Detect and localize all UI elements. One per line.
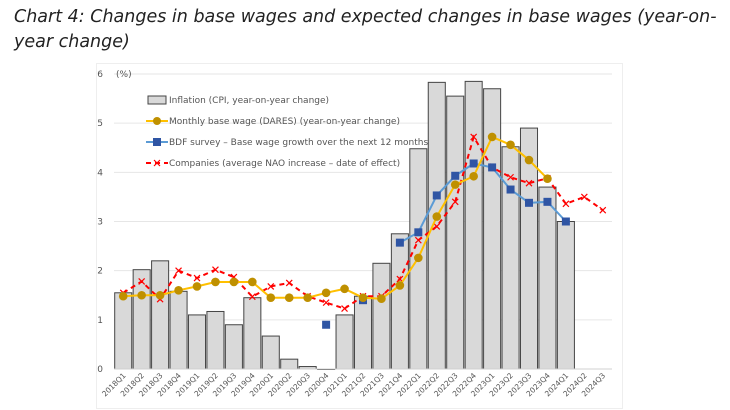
marker-dares <box>174 286 183 295</box>
marker-bdf <box>543 197 552 206</box>
marker-dares <box>469 171 478 181</box>
bar-inflation <box>483 88 502 370</box>
legend-label: Companies (average NAO increase – date o… <box>169 159 400 169</box>
marker-companies <box>414 236 422 244</box>
y-tick-label: 5 <box>97 119 103 129</box>
marker-dares <box>303 293 312 303</box>
legend-swatch-dares-marker <box>153 117 161 125</box>
y-tick-label: 3 <box>97 218 103 228</box>
bar-inflation <box>261 335 280 370</box>
bar-inflation <box>280 358 299 370</box>
marker-companies <box>580 193 588 201</box>
marker-dares <box>321 288 331 298</box>
marker-dares <box>377 294 386 303</box>
marker-companies <box>285 279 293 287</box>
marker-dares <box>506 140 515 150</box>
marker-companies <box>138 278 146 285</box>
legend-swatch-companies-marker <box>153 159 161 167</box>
marker-dares <box>155 290 165 300</box>
marker-companies <box>175 267 182 275</box>
bar-inflation <box>132 269 151 370</box>
legend-swatch-inflation <box>147 95 167 105</box>
y-tick-label: 6 <box>97 70 103 80</box>
marker-dares <box>137 290 146 300</box>
chart-frame <box>96 63 623 409</box>
y-tick-label: 0 <box>97 365 103 375</box>
bar-inflation <box>390 233 409 370</box>
bar-inflation <box>187 314 207 370</box>
marker-companies <box>470 133 478 141</box>
bar-inflation <box>538 186 557 370</box>
marker-dares <box>118 291 128 301</box>
marker-dares <box>524 155 534 165</box>
y-tick-label: 2 <box>97 267 103 277</box>
line-bdf <box>399 162 567 244</box>
marker-dares <box>543 174 552 184</box>
marker-companies <box>451 198 459 206</box>
marker-dares <box>414 253 423 263</box>
marker-companies <box>322 299 330 307</box>
marker-dares <box>487 132 497 142</box>
bar-inflation <box>243 297 262 370</box>
bar-inflation <box>372 262 391 370</box>
bar-inflation <box>114 292 133 370</box>
bar-inflation <box>206 310 225 370</box>
marker-dares <box>450 180 460 189</box>
marker-dares <box>340 284 349 294</box>
marker-dares <box>229 277 239 287</box>
bar-inflation <box>335 314 354 370</box>
y-tick-label: 4 <box>97 168 103 178</box>
marker-bdf <box>469 159 478 168</box>
marker-dares <box>248 277 257 287</box>
marker-bdf <box>506 185 515 194</box>
marker-companies <box>341 305 348 312</box>
marker-dares <box>432 212 442 221</box>
marker-dares <box>211 277 220 287</box>
y-tick-label: 1 <box>97 316 103 326</box>
marker-companies <box>433 222 441 230</box>
marker-bdf <box>414 228 423 237</box>
bar-inflation <box>151 260 170 370</box>
marker-companies <box>267 282 275 290</box>
bar-inflation <box>556 221 575 370</box>
marker-companies <box>599 206 607 214</box>
legend-label: Inflation (CPI, year-on-year change) <box>169 96 329 106</box>
marker-companies <box>212 266 219 274</box>
legend-label: Monthly base wage (DARES) (year-on-year … <box>169 117 400 127</box>
marker-companies <box>525 179 533 187</box>
marker-bdf <box>395 238 404 247</box>
marker-bdf <box>488 163 497 172</box>
marker-bdf <box>451 171 460 180</box>
marker-dares <box>192 282 202 291</box>
marker-companies <box>193 274 201 282</box>
bar-inflation <box>353 295 373 370</box>
marker-bdf <box>525 198 533 207</box>
chart-title: Chart 4: Changes in base wages and expec… <box>14 7 717 52</box>
marker-dares <box>395 281 405 290</box>
marker-bdf <box>322 320 331 329</box>
marker-bdf <box>561 217 570 226</box>
bar-inflation <box>224 324 243 370</box>
marker-dares <box>266 293 276 303</box>
marker-companies <box>507 173 514 181</box>
marker-bdf <box>432 191 441 200</box>
bar-inflation <box>169 290 188 370</box>
legend-label: BDF survey – Base wage growth over the n… <box>169 138 428 148</box>
marker-dares <box>358 293 368 303</box>
unit-label: (%) <box>116 70 132 80</box>
marker-companies <box>562 200 570 208</box>
marker-companies <box>248 293 256 301</box>
legend-swatch-bdf-marker <box>153 138 161 146</box>
bar-inflation <box>446 95 465 370</box>
bar-inflation <box>464 80 483 370</box>
marker-dares <box>284 293 294 303</box>
